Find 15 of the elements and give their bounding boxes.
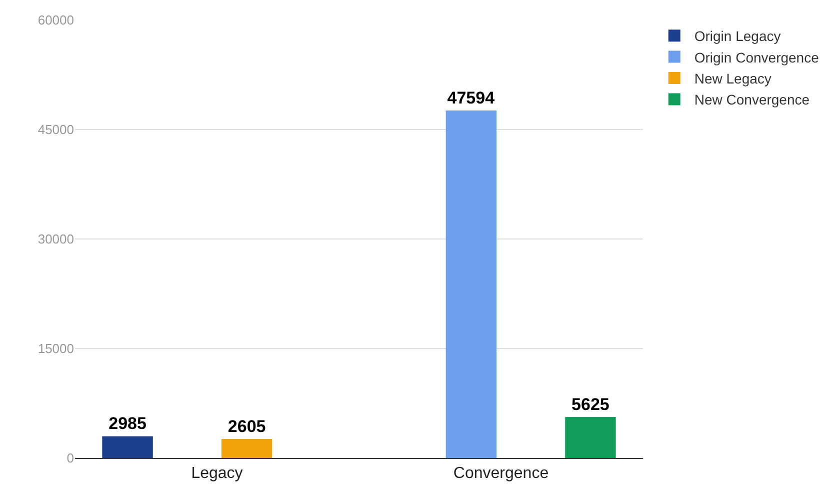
y-tick-label: 60000 (38, 12, 74, 28)
x-tick-label: Legacy (191, 465, 243, 482)
y-tick-label: 45000 (38, 122, 74, 138)
x-tick-label: Convergence (453, 465, 549, 482)
data-label: 47594 (447, 88, 496, 108)
y-tick-label: 0 (66, 450, 74, 466)
y-tick-label: 15000 (38, 341, 74, 356)
legend-label: New Legacy (694, 70, 772, 86)
data-label: 2605 (228, 416, 266, 436)
data-label: 2985 (108, 414, 146, 434)
data-label: 5625 (572, 394, 610, 414)
legend-label: Origin Convergence (694, 49, 820, 66)
y-tick-label: 30000 (38, 232, 74, 247)
legend-label: New Convergence (694, 92, 810, 108)
legend-label: Origin Legacy (694, 28, 781, 44)
